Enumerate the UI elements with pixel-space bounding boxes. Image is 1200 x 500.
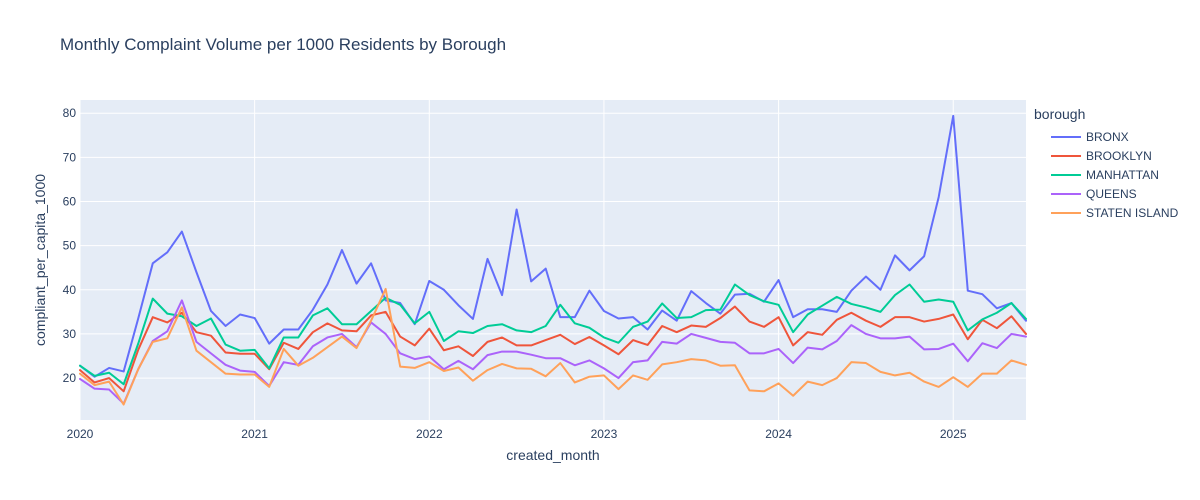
series-line-queens: [79, 299, 1027, 405]
series-line-brooklyn: [79, 305, 1027, 393]
series-layer: [79, 114, 1027, 406]
tick-layer: 20 30 40 50 60 70 80 2020 2021 2022 2023 2024 2025: [63, 106, 967, 441]
legend-item-label: STATEN ISLAND: [1086, 206, 1179, 220]
y-tick-label: 40: [63, 283, 77, 297]
y-tick-label: 80: [63, 106, 77, 120]
x-tick-label: 2023: [591, 427, 618, 441]
x-tick-label: 2024: [765, 427, 792, 441]
legend-item-label: QUEENS: [1086, 187, 1137, 201]
series-line-staten-island: [79, 287, 1027, 406]
y-tick-label: 50: [63, 239, 77, 253]
y-axis-title: compliant_per_capita_1000: [32, 174, 48, 346]
series-line-manhattan: [79, 283, 1027, 386]
chart-title: Monthly Complaint Volume per 1000 Reside…: [60, 35, 506, 54]
legend-title: borough: [1034, 106, 1085, 122]
plot-area: [80, 100, 1026, 420]
y-tick-label: 60: [63, 195, 77, 209]
y-tick-label: 70: [63, 150, 77, 164]
y-tick-label: 30: [63, 327, 77, 341]
x-tick-label: 2020: [67, 427, 94, 441]
x-tick-label: 2021: [241, 427, 268, 441]
legend-item-label: BROOKLYN: [1086, 149, 1152, 163]
y-tick-label: 20: [63, 371, 77, 385]
series-line-bronx: [79, 114, 1027, 378]
legend: borough BRONX BROOKLYN MANHATTAN QUEENS STAT…: [1034, 106, 1179, 220]
legend-item-label: MANHATTAN: [1086, 168, 1159, 182]
x-axis-title: created_month: [506, 447, 599, 463]
legend-item-label: BRONX: [1086, 130, 1129, 144]
x-tick-label: 2022: [416, 427, 443, 441]
x-tick-label: 2025: [940, 427, 967, 441]
